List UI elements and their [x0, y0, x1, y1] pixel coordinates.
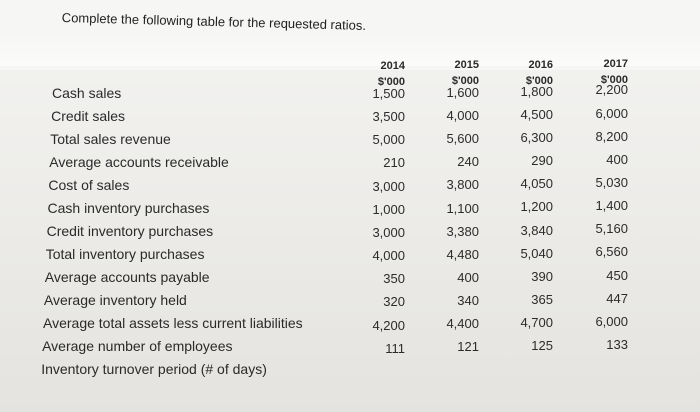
table-cell: 1,600: [446, 84, 479, 100]
row-label: Average total assets less current liabil…: [43, 315, 303, 331]
table-cell: 5,040: [520, 245, 553, 261]
table-cell: 8,200: [595, 128, 628, 144]
row-label: Average accounts payable: [44, 269, 210, 285]
row-label: Cash sales: [52, 85, 122, 101]
header-shading: [0, 34, 700, 66]
table-cell: 3,000: [372, 224, 405, 240]
table-cell: 450: [606, 267, 628, 283]
table-cell: 350: [383, 271, 405, 287]
table-cell: 125: [531, 338, 553, 354]
table-cell: 111: [385, 340, 405, 356]
table-cell: 1,800: [520, 83, 553, 99]
table-cell: 1,000: [372, 201, 405, 217]
table-cell: 4,500: [520, 106, 553, 122]
table-cell: 6,560: [595, 244, 628, 260]
table-cell: 4,200: [372, 317, 405, 333]
table-cell: 240: [457, 154, 479, 170]
table-cell: 121: [457, 339, 479, 355]
row-label: Average accounts receivable: [49, 154, 229, 170]
row-label: Inventory turnover period (# of days): [41, 361, 267, 377]
table-cell: 4,000: [446, 107, 479, 123]
table-cell: 5,600: [446, 131, 479, 147]
table-cell: 2,200: [595, 82, 628, 98]
column-unit-label: $'000: [600, 74, 628, 87]
table-cell: 1,400: [595, 198, 628, 214]
table-cell: 1,200: [520, 199, 553, 215]
table-cell: 4,000: [372, 248, 405, 264]
table-cell: 400: [457, 270, 479, 285]
row-label: Credit sales: [51, 108, 126, 124]
table-cell: 6,000: [595, 313, 628, 329]
table-cell: 400: [606, 151, 628, 167]
table-cell: 210: [383, 155, 405, 171]
column-header-year: 2017: [603, 58, 628, 71]
table-cell: 5,000: [372, 132, 405, 148]
column-header-year: 2016: [528, 58, 553, 71]
table-cell: 447: [606, 290, 628, 306]
table-cell: 5,160: [595, 221, 628, 237]
table-cell: 1,500: [372, 86, 405, 101]
table-cell: 3,000: [372, 178, 405, 194]
column-header-year: 2015: [454, 59, 479, 72]
table-cell: 4,700: [520, 315, 553, 331]
table-cell: 3,380: [446, 223, 479, 239]
column-unit-label: $'000: [451, 75, 479, 88]
table-cell: 5,030: [595, 175, 628, 190]
table-cell: 3,500: [372, 109, 405, 125]
table-cell: 365: [531, 291, 553, 307]
table-cell: 290: [531, 153, 553, 169]
row-label: Cost of sales: [48, 177, 130, 193]
table-cell: 3,840: [520, 222, 553, 238]
table-cell: 6,300: [520, 129, 553, 145]
table-cell: 6,000: [595, 105, 628, 121]
row-label: Credit inventory purchases: [46, 223, 214, 239]
column-header-year: 2014: [380, 60, 405, 72]
table-cell: 1,100: [446, 200, 479, 216]
row-label: Total sales revenue: [50, 131, 171, 147]
table-cell: 4,480: [446, 246, 479, 262]
table-cell: 4,050: [520, 176, 553, 192]
row-label: Average inventory held: [43, 292, 187, 308]
table-cell: 3,800: [446, 177, 479, 193]
table-cell: 133: [606, 337, 628, 353]
table-cell: 320: [383, 294, 405, 310]
table-cell: 4,400: [446, 316, 479, 332]
column-unit-label: $'000: [377, 76, 405, 88]
row-label: Cash inventory purchases: [47, 200, 210, 216]
table-cell: 340: [457, 293, 479, 309]
table-cell: 390: [531, 268, 553, 284]
column-unit-label: $'000: [525, 74, 553, 87]
row-label: Average number of employees: [42, 338, 233, 354]
row-label: Total inventory purchases: [45, 246, 205, 262]
